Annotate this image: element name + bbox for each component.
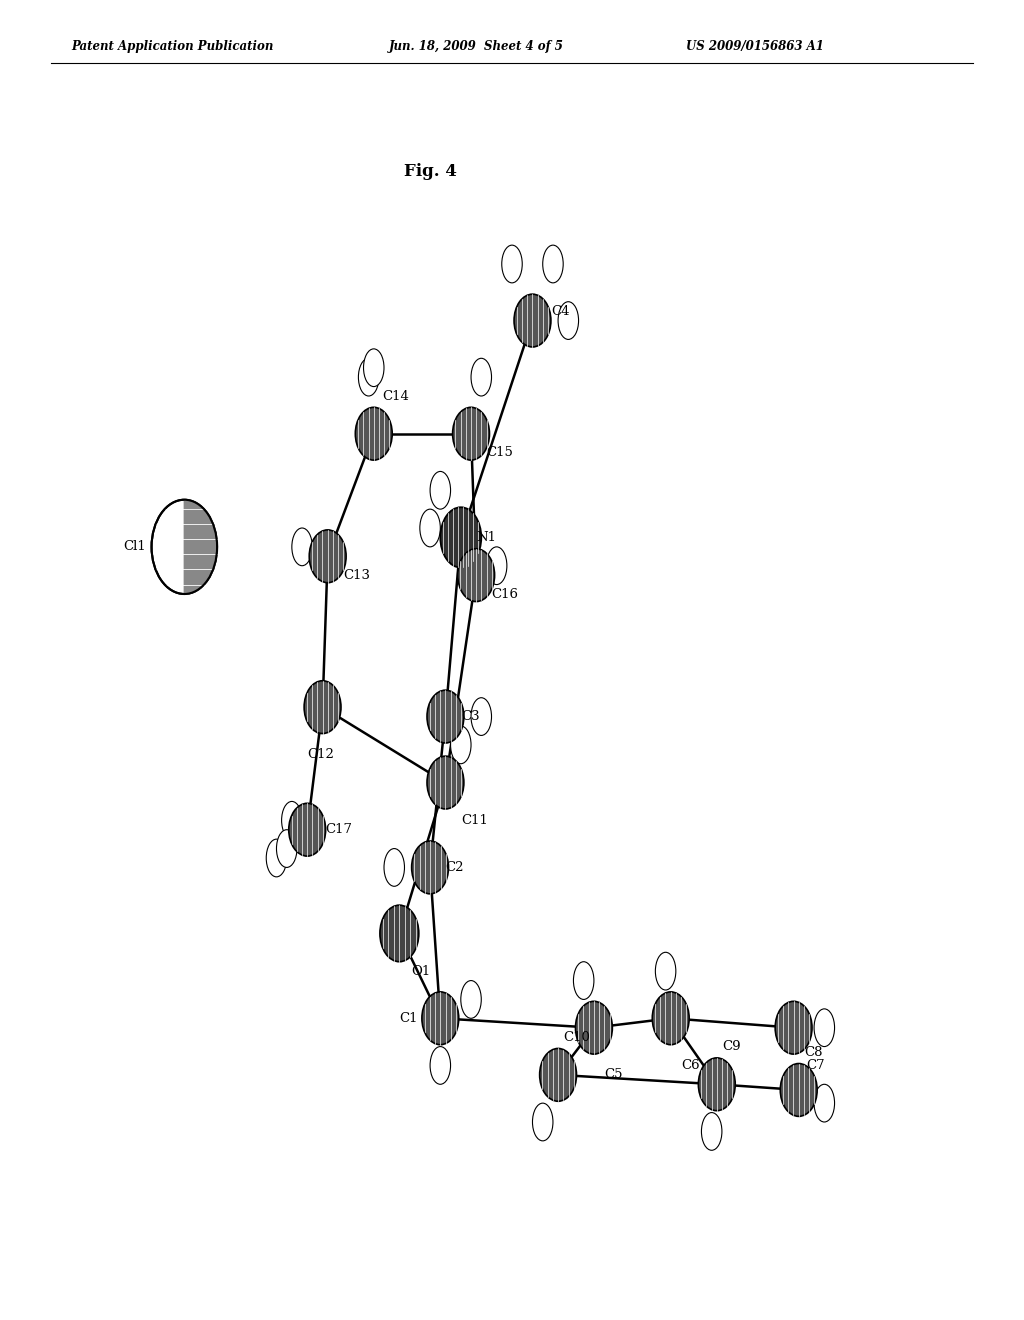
Circle shape — [276, 830, 297, 867]
Text: Cl1: Cl1 — [123, 540, 145, 553]
Ellipse shape — [309, 529, 346, 582]
Ellipse shape — [427, 690, 464, 743]
Circle shape — [558, 302, 579, 339]
Ellipse shape — [427, 756, 464, 809]
Text: C1: C1 — [399, 1012, 418, 1024]
Circle shape — [266, 840, 287, 876]
Circle shape — [573, 962, 594, 999]
Ellipse shape — [453, 408, 489, 461]
Circle shape — [461, 981, 481, 1018]
Ellipse shape — [355, 408, 392, 461]
Circle shape — [471, 698, 492, 735]
Circle shape — [502, 246, 522, 282]
Text: O1: O1 — [412, 965, 431, 978]
Circle shape — [292, 528, 312, 566]
Ellipse shape — [289, 804, 326, 857]
Ellipse shape — [304, 681, 341, 734]
Text: Patent Application Publication: Patent Application Publication — [72, 40, 274, 53]
Circle shape — [471, 358, 492, 396]
Text: US 2009/0156863 A1: US 2009/0156863 A1 — [686, 40, 824, 53]
Ellipse shape — [575, 1002, 612, 1055]
Text: C14: C14 — [382, 389, 409, 403]
Text: Jun. 18, 2009  Sheet 4 of 5: Jun. 18, 2009 Sheet 4 of 5 — [389, 40, 564, 53]
Circle shape — [701, 1113, 722, 1150]
Circle shape — [814, 1008, 835, 1047]
Ellipse shape — [458, 549, 495, 602]
Text: C16: C16 — [492, 587, 518, 601]
Text: C2: C2 — [445, 861, 464, 874]
Ellipse shape — [422, 991, 459, 1044]
Circle shape — [364, 348, 384, 387]
Ellipse shape — [698, 1057, 735, 1110]
Text: N1: N1 — [476, 531, 497, 544]
Circle shape — [486, 546, 507, 585]
Polygon shape — [184, 500, 217, 594]
Text: C4: C4 — [551, 305, 569, 318]
Circle shape — [430, 1047, 451, 1084]
Text: C6: C6 — [681, 1059, 699, 1072]
Text: C5: C5 — [604, 1068, 623, 1081]
Circle shape — [451, 726, 471, 764]
Text: C13: C13 — [343, 569, 370, 582]
Circle shape — [282, 801, 302, 840]
Text: C11: C11 — [461, 814, 487, 826]
Text: C7: C7 — [806, 1059, 824, 1072]
Ellipse shape — [440, 507, 481, 568]
Ellipse shape — [412, 841, 449, 894]
Ellipse shape — [775, 1002, 812, 1055]
Text: C10: C10 — [563, 1031, 590, 1044]
Circle shape — [655, 952, 676, 990]
Text: Fig. 4: Fig. 4 — [403, 164, 457, 180]
Text: C9: C9 — [722, 1040, 740, 1053]
Circle shape — [358, 358, 379, 396]
Circle shape — [543, 246, 563, 282]
Ellipse shape — [514, 294, 551, 347]
Text: C12: C12 — [307, 748, 334, 760]
Ellipse shape — [152, 500, 217, 594]
Circle shape — [532, 1104, 553, 1140]
Ellipse shape — [652, 991, 689, 1044]
Text: C8: C8 — [804, 1045, 822, 1059]
Circle shape — [430, 471, 451, 510]
Ellipse shape — [780, 1064, 817, 1117]
Text: C15: C15 — [486, 446, 513, 459]
Text: C3: C3 — [461, 710, 479, 723]
Text: C17: C17 — [326, 824, 352, 836]
Ellipse shape — [540, 1048, 577, 1101]
Circle shape — [420, 510, 440, 546]
Ellipse shape — [380, 906, 419, 962]
Circle shape — [384, 849, 404, 886]
Circle shape — [814, 1084, 835, 1122]
